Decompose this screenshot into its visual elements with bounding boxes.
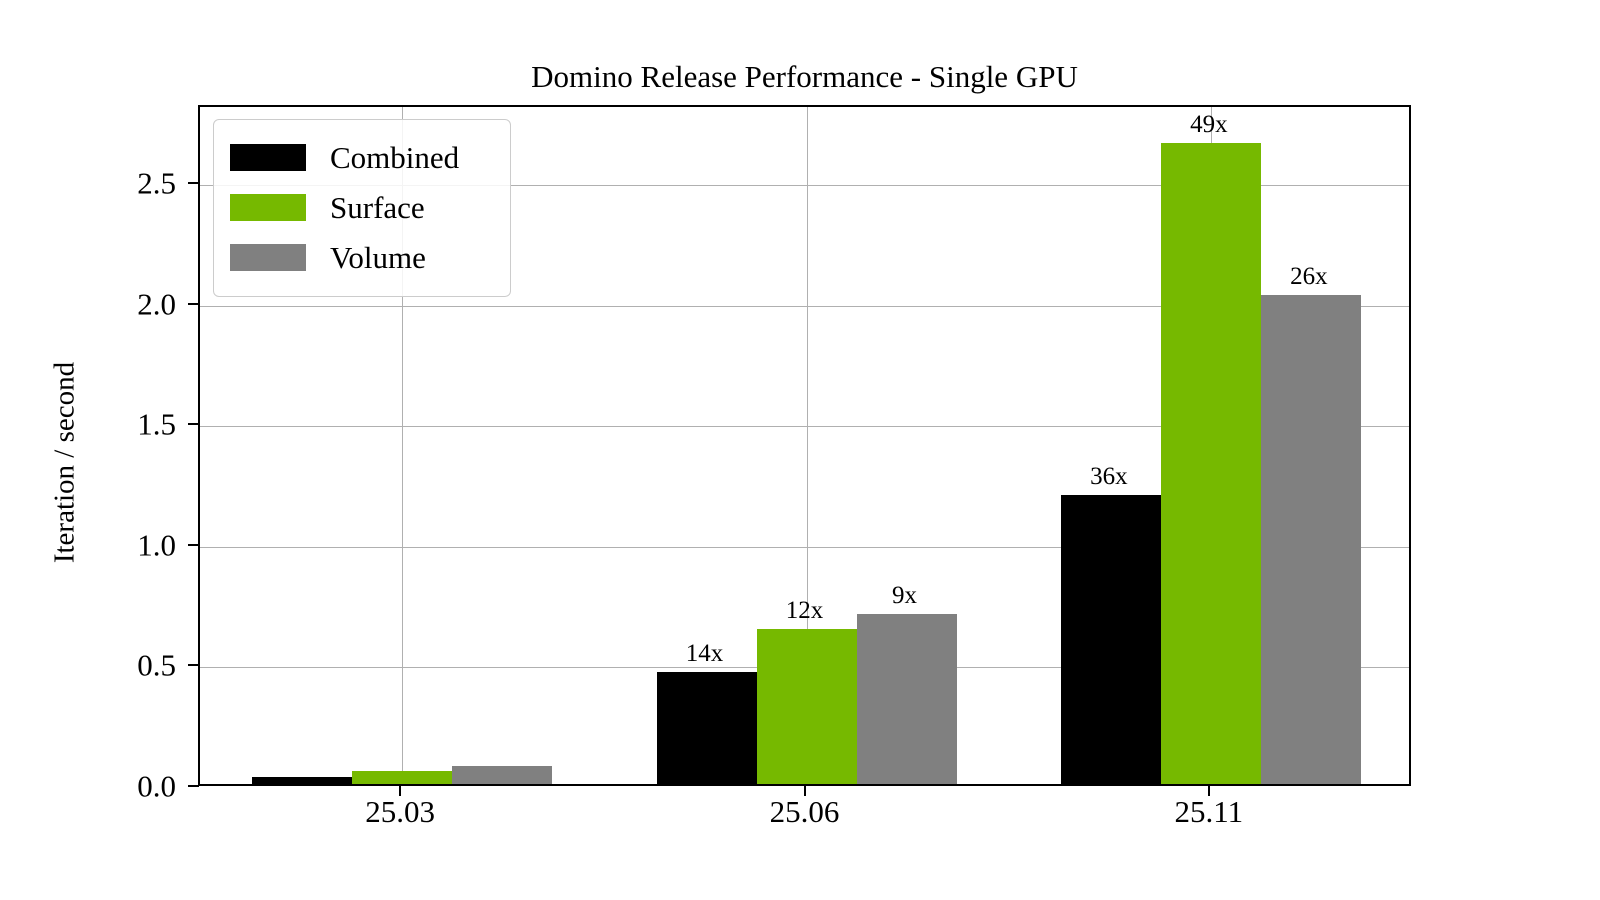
gridline-horizontal	[200, 305, 1409, 307]
y-tick-mark	[188, 423, 199, 426]
y-tick-label: 2.5	[137, 165, 176, 201]
legend-swatch-surface	[230, 193, 306, 221]
legend-swatch-volume	[230, 243, 306, 271]
bar-surface-25.06	[756, 628, 857, 784]
bar-combined-25.06	[656, 671, 757, 784]
bar-combined-25.11	[1060, 494, 1161, 784]
chart-title: Domino Release Performance - Single GPU	[531, 59, 1078, 94]
legend-label: Volume	[330, 239, 426, 275]
bar-value-label: 12x	[785, 596, 824, 624]
bar-volume-25.06	[856, 614, 957, 784]
x-tick-label: 25.03	[365, 794, 436, 829]
y-tick-mark	[188, 302, 199, 305]
x-tick-mark	[399, 786, 401, 796]
y-tick-label: 0.0	[137, 768, 176, 804]
y-tick-mark	[188, 182, 199, 185]
y-tick-label: 2.0	[137, 286, 176, 322]
y-tick-label: 1.0	[137, 527, 176, 563]
legend-item-surface[interactable]: Surface	[230, 182, 494, 232]
y-tick-mark	[188, 664, 199, 667]
legend-swatch-combined	[230, 143, 306, 171]
y-tick-label: 0.5	[137, 647, 176, 683]
legend-item-combined[interactable]: Combined	[230, 132, 494, 182]
legend-label: Combined	[330, 139, 460, 175]
x-tick-mark	[1208, 786, 1210, 796]
chart-legend: Combined Surface Volume	[213, 119, 511, 297]
y-axis-label: Iteration / second	[48, 361, 81, 564]
gridline-horizontal	[200, 426, 1409, 428]
y-tick-mark	[188, 785, 199, 787]
plot-inner	[200, 107, 1409, 784]
gridline-vertical	[807, 107, 808, 784]
legend-label: Surface	[330, 189, 425, 225]
gridline-horizontal	[200, 546, 1409, 548]
bar-volume-25.11	[1260, 294, 1361, 784]
x-tick-label: 25.11	[1174, 794, 1244, 829]
bar-value-label: 9x	[892, 582, 917, 610]
gridline-horizontal	[200, 185, 1409, 187]
x-tick-mark	[804, 786, 806, 796]
bar-volume-25.03	[452, 765, 553, 784]
bar-value-label: 36x	[1090, 462, 1128, 490]
bar-value-label: 26x	[1290, 262, 1328, 290]
plot-area	[198, 105, 1411, 786]
legend-item-volume[interactable]: Volume	[230, 232, 494, 282]
bar-combined-25.03	[252, 776, 353, 784]
y-tick-mark	[188, 543, 199, 546]
bar-value-label: 49x	[1190, 110, 1228, 138]
x-tick-label: 25.06	[769, 794, 840, 829]
y-tick-label: 1.5	[137, 406, 176, 442]
gridline-vertical	[402, 107, 403, 784]
bar-surface-25.03	[352, 770, 453, 784]
bar-value-label: 14x	[685, 639, 724, 667]
bar-surface-25.11	[1160, 142, 1261, 784]
